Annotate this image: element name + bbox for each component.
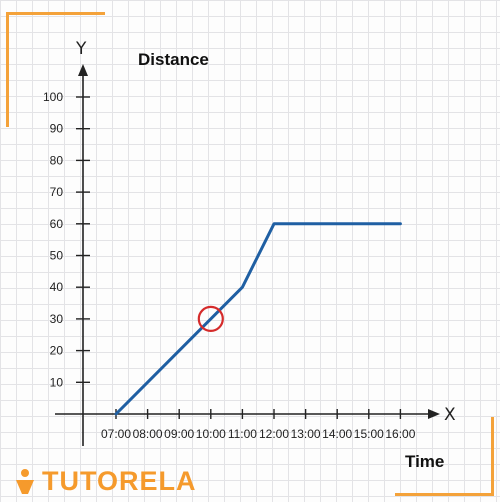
distance-series-line bbox=[114, 222, 402, 416]
highlight-layer bbox=[197, 305, 224, 332]
series-layer bbox=[114, 222, 402, 416]
x-tick-label: 10:00 bbox=[196, 427, 226, 441]
y-ticks: 10 20 30 40 50 60 70 80 90 100 bbox=[43, 90, 90, 389]
tutorela-logo-icon bbox=[16, 468, 34, 494]
x-axis-arrow-icon bbox=[428, 409, 440, 419]
y-tick-label: 20 bbox=[50, 344, 64, 358]
y-tick-label: 30 bbox=[50, 312, 64, 326]
y-tick-label: 50 bbox=[50, 249, 64, 263]
y-tick-label: 70 bbox=[50, 185, 64, 199]
highlight-circle bbox=[197, 305, 224, 332]
x-axis-letter: X bbox=[444, 405, 456, 425]
logo-text: TUTORELA bbox=[42, 466, 197, 496]
decorative-corner-top-left bbox=[6, 12, 105, 127]
y-tick-label: 80 bbox=[50, 153, 64, 167]
axes: X Y Distance Time bbox=[55, 39, 456, 471]
y-tick-label: 100 bbox=[43, 90, 63, 104]
x-tick-label: 13:00 bbox=[291, 427, 321, 441]
x-tick-label: 11:00 bbox=[228, 427, 257, 441]
tutorela-logo: TUTORELA bbox=[14, 466, 197, 497]
y-tick-label: 40 bbox=[50, 280, 64, 294]
x-tick-label: 14:00 bbox=[322, 427, 352, 441]
y-axis-letter: Y bbox=[75, 39, 87, 59]
x-tick-label: 12:00 bbox=[259, 427, 289, 441]
x-ticks: 07:00 08:00 09:00 10:00 11:00 12:00 13:00 14:00… bbox=[101, 409, 416, 441]
x-tick-label: 15:00 bbox=[354, 427, 384, 441]
x-tick-label: 09:00 bbox=[164, 427, 194, 441]
y-axis-arrow-icon bbox=[78, 64, 88, 76]
decorative-corner-bottom-right bbox=[395, 417, 494, 496]
x-axis-label: Time bbox=[405, 452, 444, 471]
x-tick-label: 08:00 bbox=[133, 427, 163, 441]
y-tick-label: 60 bbox=[50, 217, 64, 231]
y-tick-label: 90 bbox=[50, 122, 64, 136]
x-tick-label: 16:00 bbox=[385, 427, 415, 441]
chart-title: Distance bbox=[138, 50, 209, 69]
x-tick-label: 07:00 bbox=[101, 427, 131, 441]
y-tick-label: 10 bbox=[50, 375, 64, 389]
